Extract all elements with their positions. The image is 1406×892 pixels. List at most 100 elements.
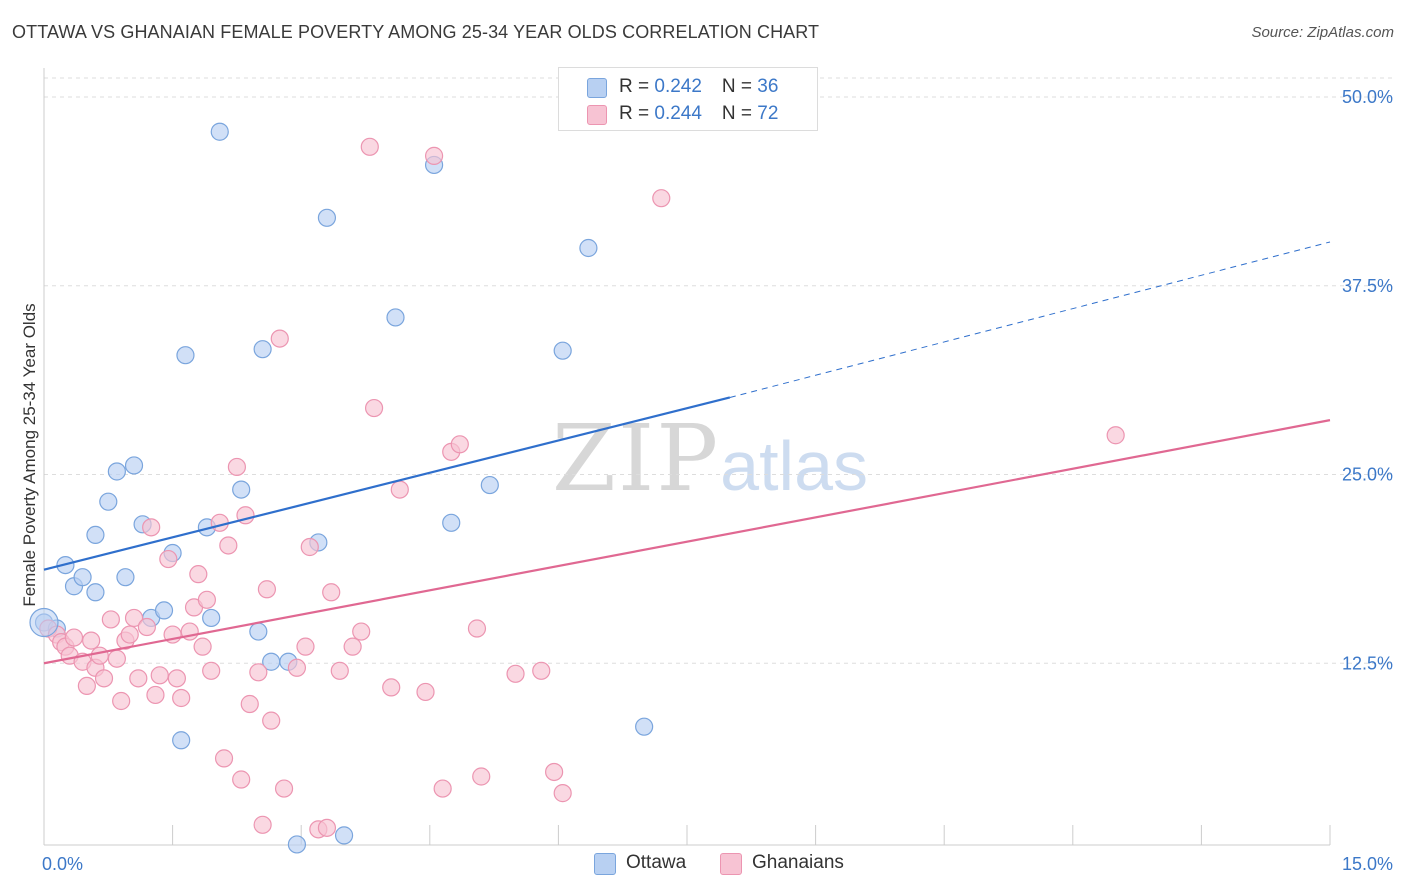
ghanaians-r-label: R = (619, 103, 655, 124)
ghanaians-point-21 (146, 685, 165, 705)
ottawa-point-large (29, 607, 59, 638)
ghanaians-n-label: N = (721, 103, 758, 124)
ottawa-n-value: 36 (757, 76, 779, 97)
ghanaians-point-68 (545, 762, 564, 782)
ottawa-point-15 (172, 731, 191, 750)
ghanaians-point-54 (352, 622, 371, 641)
ghanaians-point-20 (142, 518, 161, 537)
ghanaians-point-26 (172, 688, 191, 708)
ghanaians-point-33 (210, 513, 229, 532)
ghanaians-point-34 (214, 749, 234, 768)
ottawa-point-9 (116, 568, 135, 587)
ghanaians-point-17 (124, 608, 144, 628)
ghanaians-point-67 (532, 661, 551, 680)
ottawa-point-22 (253, 340, 272, 359)
ghanaians-point-32 (202, 661, 221, 680)
ghanaians-point-36 (227, 457, 246, 477)
ghanaians-point-71 (1106, 426, 1125, 445)
ghanaians-point-61 (433, 779, 452, 798)
ghanaians-point-44 (270, 329, 289, 348)
ghanaians-point-42 (257, 580, 277, 599)
ghanaians-point-55 (360, 137, 379, 156)
ghanaians-point-25 (167, 669, 186, 688)
ottawa-n-label: N = (721, 76, 758, 97)
ottawa-point-6 (86, 525, 105, 545)
ottawa-point-5 (86, 583, 105, 602)
ottawa-r-value: 0.242 (654, 76, 702, 97)
ghanaians-point-69 (553, 784, 572, 803)
ottawa-point-35 (635, 717, 654, 736)
ghanaians-point-66 (506, 664, 525, 683)
ghanaians-stats: R = 0.244 N = 72 (619, 103, 778, 125)
bottom-ottawa-label: Ottawa (626, 852, 687, 873)
x-tick-label-0: 0.0% (42, 854, 83, 874)
ghanaians-point-13 (107, 649, 126, 668)
ghanaians-point-59 (416, 682, 435, 702)
watermark-zip: ZIP (552, 405, 721, 512)
source-credit: Source: ZipAtlas.com (1251, 24, 1394, 41)
ottawa-trendline-extension (729, 241, 1331, 398)
ghanaians-point-46 (287, 658, 307, 677)
ghanaians-point-11 (94, 669, 114, 688)
ottawa-point-18 (202, 608, 221, 628)
x-tick-label-1: 15.0% (1342, 854, 1393, 874)
ghanaians-trendline (43, 419, 1331, 665)
watermark: ZIPatlas (552, 405, 868, 512)
ghanaians-point-8 (82, 631, 101, 650)
ghanaians-point-30 (193, 637, 212, 656)
ghanaians-point-53 (343, 637, 362, 656)
watermark-atlas: atlas (720, 427, 869, 505)
ghanaians-point-7 (77, 676, 96, 696)
ottawa-point-20 (232, 480, 251, 499)
ottawa-swatch (587, 78, 607, 98)
ottawa-point-4 (73, 568, 92, 587)
ghanaians-point-18 (129, 669, 148, 688)
chart-title: OTTAWA VS GHANAIAN FEMALE POVERTY AMONG … (12, 22, 820, 42)
ghanaians-r-value: 0.244 (654, 103, 702, 124)
ottawa-point-13 (154, 601, 174, 620)
ghanaians-point-35 (219, 536, 238, 555)
ottawa-r-label: R = (619, 76, 655, 97)
ghanaians-swatch (587, 105, 607, 125)
ghanaians-point-23 (159, 549, 178, 569)
ghanaians-point-64 (467, 619, 487, 638)
y-axis-label: Female Poverty Among 25-34 Year Olds (20, 303, 39, 607)
ottawa-point-16 (176, 346, 195, 365)
ottawa-point-8 (107, 462, 126, 481)
bottom-ghanaians-swatch (720, 853, 742, 875)
ghanaians-point-29 (189, 565, 208, 584)
ghanaians-point-45 (274, 779, 294, 798)
ottawa-point-10 (124, 456, 144, 475)
y-tick-label-0: 12.5% (1342, 653, 1393, 673)
ghanaians-point-14 (112, 691, 131, 711)
ghanaians-point-63 (450, 435, 469, 454)
ghanaians-point-60 (424, 146, 444, 165)
y-tick-label-3: 50.0% (1342, 87, 1393, 107)
ghanaians-point-22 (150, 666, 169, 685)
ghanaians-point-48 (300, 537, 319, 557)
ottawa-point-32 (480, 475, 499, 495)
ghanaians-point-16 (120, 625, 139, 644)
ghanaians-point-43 (262, 711, 281, 730)
ghanaians-point-41 (253, 815, 272, 834)
ghanaians-point-19 (137, 617, 156, 637)
ghanaians-point-52 (330, 661, 349, 680)
ottawa-point-26 (317, 208, 337, 227)
ottawa-point-21 (249, 622, 268, 641)
ghanaians-point-57 (382, 678, 401, 697)
ghanaians-point-10 (90, 646, 109, 665)
ghanaians-n-value: 72 (757, 103, 779, 124)
ghanaians-point-39 (240, 694, 259, 714)
ottawa-point-34 (579, 238, 598, 258)
ghanaians-point-51 (322, 583, 341, 602)
ottawa-point-28 (334, 826, 354, 845)
ghanaians-point-37 (232, 770, 251, 789)
bottom-ghanaians-label: Ghanaians (752, 852, 844, 873)
ottawa-point-33 (553, 341, 572, 360)
ghanaians-point-40 (249, 663, 268, 682)
ghanaians-point-56 (364, 398, 384, 418)
ghanaians-point-12 (101, 610, 120, 629)
ottawa-stats: R = 0.242 N = 36 (619, 76, 778, 98)
ottawa-point-7 (99, 492, 118, 511)
